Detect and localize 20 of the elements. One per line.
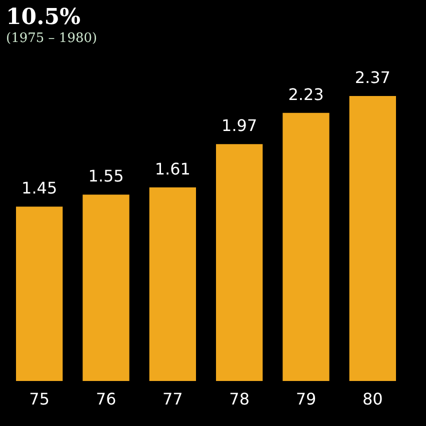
data-label: 2.23 (288, 84, 324, 104)
bar (149, 187, 196, 381)
x-tick-label: 77 (162, 390, 183, 408)
x-tick-label: 79 (296, 390, 316, 408)
data-label: 1.97 (222, 116, 258, 136)
bar (16, 206, 63, 381)
bar (82, 194, 130, 381)
x-tick-label: 78 (229, 390, 250, 408)
x-tick-label: 75 (29, 390, 50, 408)
bar (282, 112, 330, 381)
x-tick-label: 76 (96, 390, 116, 408)
data-label: 1.61 (154, 159, 190, 178)
data-label: 1.45 (22, 178, 58, 198)
data-label: 1.55 (88, 166, 124, 186)
x-tick-label: 80 (362, 390, 383, 408)
chart-title: 10.5% (6, 4, 81, 30)
bar (216, 144, 263, 381)
chart-subtitle: (1975 – 1980) (6, 31, 98, 46)
data-label: 2.37 (354, 68, 390, 87)
bar (349, 96, 396, 381)
